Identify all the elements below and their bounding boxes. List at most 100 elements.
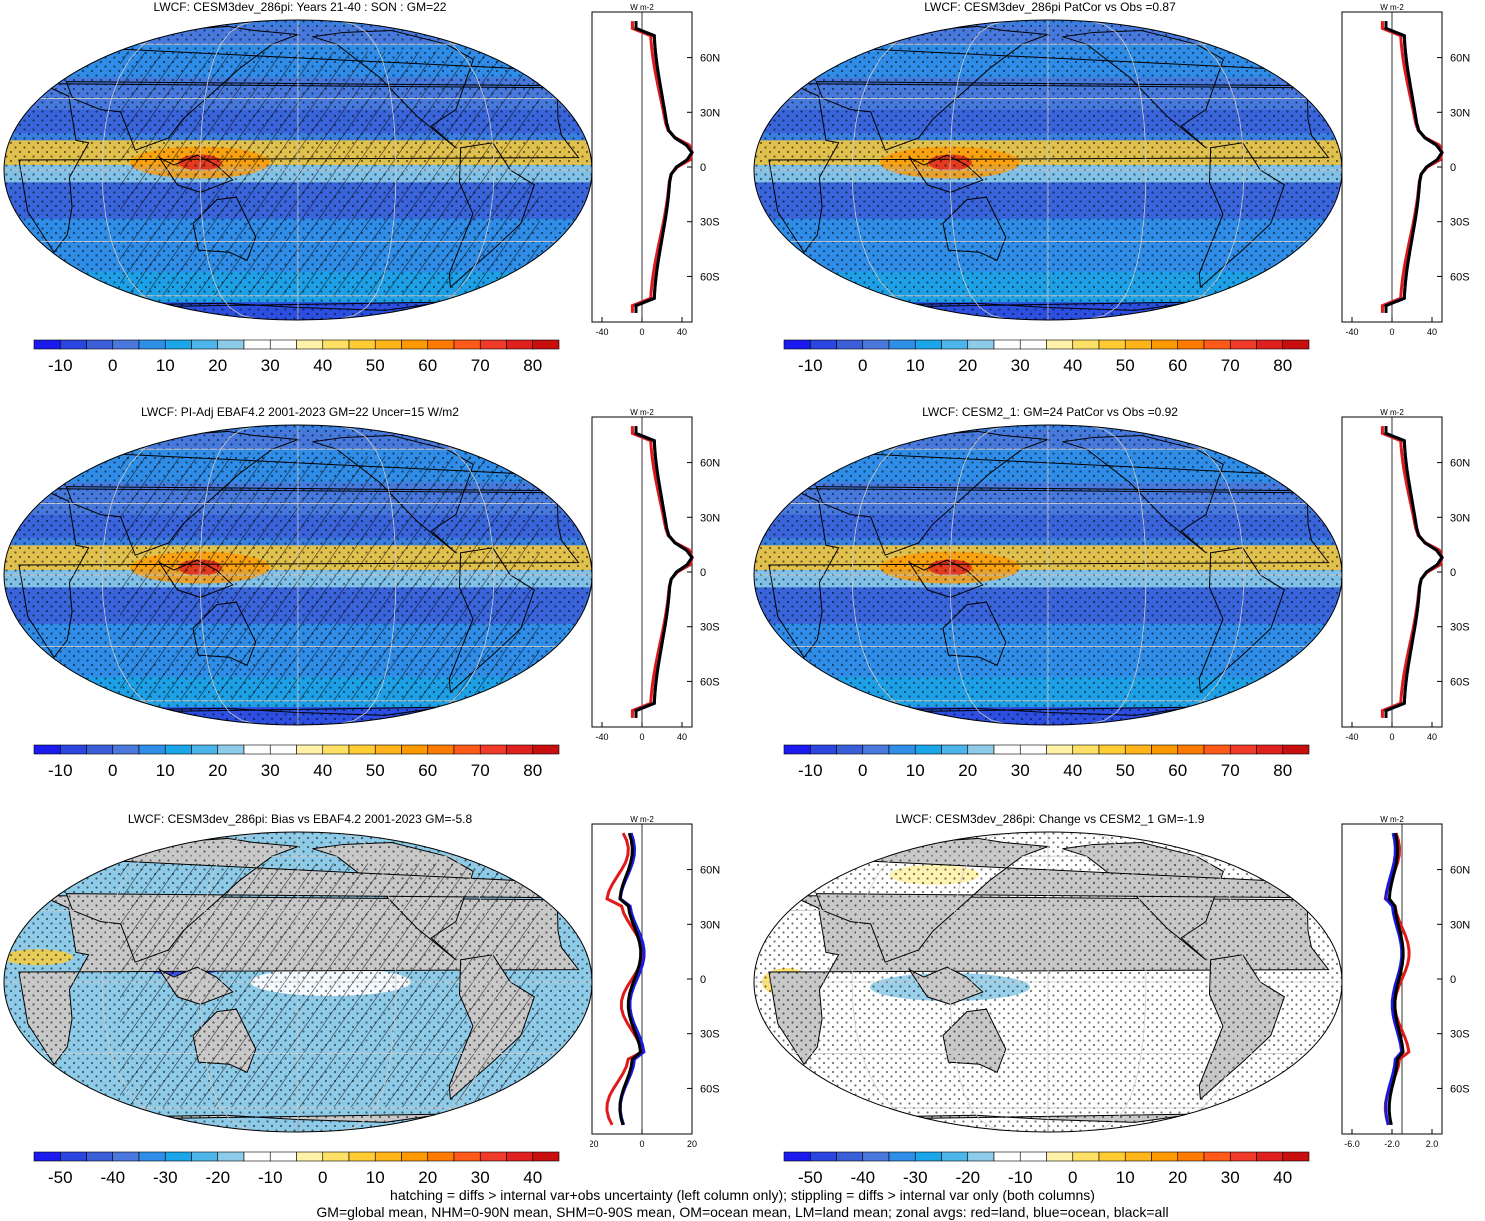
colorbar-label: 30	[1011, 356, 1030, 375]
lat-tick-label: 0	[700, 162, 706, 174]
meridian-line	[1085, 20, 1147, 320]
lat-tick-label: 0	[1450, 567, 1456, 579]
colorbar-swatch	[1282, 744, 1310, 755]
colorbar-label: 40	[523, 1168, 542, 1187]
colorbar-swatch	[374, 339, 402, 350]
meridian-line	[949, 425, 1011, 725]
colorbar-label: 60	[1168, 761, 1187, 780]
lat-tick-label: 30N	[700, 919, 720, 931]
panel-title: LWCF: PI-Adj EBAF4.2 2001-2023 GM=22 Unc…	[141, 405, 459, 419]
colorbar-label: 10	[1116, 1168, 1135, 1187]
colorbar-swatch	[888, 339, 916, 350]
colorbar-swatch	[783, 744, 811, 755]
zonal-mean-plot: W m-2 60N 30N 0 30S 60S -40 0 40	[1341, 408, 1470, 742]
world-map	[3, 831, 593, 1133]
colorbar-label: 50	[1116, 761, 1135, 780]
zonal-curve	[1387, 832, 1405, 1126]
panel-title: LWCF: CESM3dev_286pi: Bias vs EBAF4.2 20…	[127, 812, 473, 826]
colorbar-swatch	[296, 1151, 324, 1162]
colorbar-label: 60	[1168, 356, 1187, 375]
colorbar-swatch	[532, 1151, 560, 1162]
colorbar-swatch	[33, 744, 61, 755]
meridian-line	[373, 20, 495, 320]
colorbar-label: -20	[205, 1168, 230, 1187]
map-panel-5: LWCF: CESM3dev_286pi: Bias vs EBAF4.2 20…	[0, 812, 742, 1217]
lat-tick-label: 30N	[700, 107, 720, 119]
colorbar-swatch	[86, 1151, 114, 1162]
colorbar-swatch	[809, 1151, 837, 1162]
meridian-line	[851, 832, 973, 1132]
meridian-line	[949, 832, 1011, 1132]
colorbar-swatch	[1229, 1151, 1257, 1162]
zonal-curve	[634, 426, 694, 718]
colorbar-label: 50	[1116, 356, 1135, 375]
colorbar-swatch	[1098, 1151, 1126, 1162]
zonal-curve	[634, 21, 694, 313]
lat-tick-label: 30S	[700, 1029, 720, 1041]
colorbar-swatch	[112, 744, 140, 755]
colorbar-swatch	[138, 744, 166, 755]
colorbar-swatch	[374, 744, 402, 755]
value-tick-label: 40	[677, 732, 687, 742]
zonal-curve	[1384, 426, 1444, 718]
colorbar-label: 20	[208, 761, 227, 780]
colorbar-label: -50	[48, 1168, 73, 1187]
colorbar-swatch	[1124, 1151, 1152, 1162]
colorbar-swatch	[836, 339, 864, 350]
units-label: W m-2	[630, 408, 654, 417]
value-tick-label: 2.0	[1426, 1139, 1439, 1149]
colorbar-label: 0	[108, 356, 117, 375]
colorbar-swatch	[1019, 744, 1047, 755]
colorbar-swatch	[1203, 1151, 1231, 1162]
meridian-line	[199, 425, 261, 725]
value-tick-label: 40	[1427, 732, 1437, 742]
colorbar-swatch	[1072, 744, 1100, 755]
colorbar-label: 80	[1273, 356, 1292, 375]
colorbar-swatch	[479, 339, 507, 350]
colorbar-label: 20	[208, 356, 227, 375]
colorbar-swatch	[243, 744, 271, 755]
colorbar-swatch	[453, 1151, 481, 1162]
colorbar-label: -40	[850, 1168, 875, 1187]
meridian-line	[1085, 425, 1147, 725]
colorbar-swatch	[191, 339, 219, 350]
colorbar-label: 0	[318, 1168, 327, 1187]
colorbar-label: 50	[366, 761, 385, 780]
colorbar-swatch	[1203, 744, 1231, 755]
colorbar-swatch	[164, 744, 192, 755]
colorbar-label: 10	[366, 1168, 385, 1187]
colorbar-swatch	[809, 339, 837, 350]
value-tick-label: 0	[639, 327, 644, 337]
colorbar-swatch	[269, 1151, 297, 1162]
zonal-curve	[630, 426, 694, 718]
colorbar-swatch	[1019, 339, 1047, 350]
colorbar-swatch	[862, 339, 890, 350]
zonal-mean-plot: W m-2 60N 30N 0 30S 60S -40 0 40	[591, 408, 720, 742]
lat-tick-label: 30S	[1450, 622, 1470, 634]
colorbar-swatch	[1282, 1151, 1310, 1162]
colorbar-swatch	[532, 744, 560, 755]
colorbar-label: 0	[1068, 1168, 1077, 1187]
colorbar-label: 0	[858, 761, 867, 780]
lat-tick-label: 30S	[700, 217, 720, 229]
colorbar-swatch	[914, 1151, 942, 1162]
meridian-line	[1085, 832, 1147, 1132]
zonal-curve	[618, 832, 643, 1126]
colorbar-swatch	[888, 1151, 916, 1162]
map-panel-3: LWCF: PI-Adj EBAF4.2 2001-2023 GM=22 Unc…	[0, 405, 742, 810]
zonal-curve	[605, 832, 645, 1126]
colorbar-swatch	[1098, 339, 1126, 350]
colorbar-swatch	[862, 744, 890, 755]
panel-title: LWCF: CESM2_1: GM=24 PatCor vs Obs =0.92	[922, 405, 1178, 419]
panel-title: LWCF: CESM3dev_286pi: Years 21-40 : SON …	[153, 0, 447, 14]
colorbar-swatch	[59, 744, 87, 755]
meridian-line	[1123, 832, 1245, 1132]
colorbar-swatch	[1046, 1151, 1074, 1162]
colorbar-swatch	[1203, 339, 1231, 350]
colorbar-swatch	[941, 1151, 969, 1162]
zonal-curve	[634, 21, 694, 313]
meridian-line	[1123, 20, 1245, 320]
colorbar-swatch	[888, 744, 916, 755]
colorbar: -100102030405060708090	[33, 339, 560, 375]
